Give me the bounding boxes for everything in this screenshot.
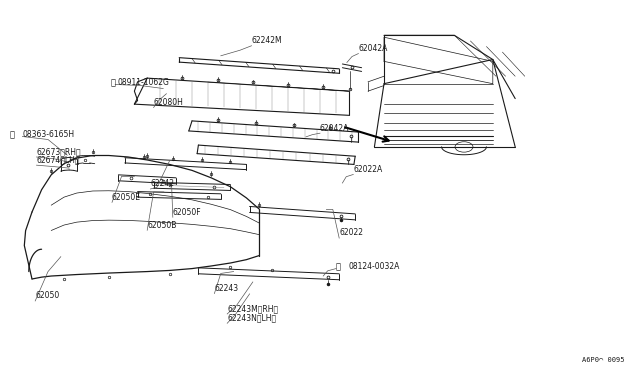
Text: 62022: 62022	[339, 228, 364, 237]
Text: 08911-1062G: 08911-1062G	[117, 78, 169, 87]
Text: 62243N〈LH〉: 62243N〈LH〉	[227, 314, 276, 323]
Text: 62242M: 62242M	[252, 36, 282, 45]
Text: Ⓝ: Ⓝ	[110, 78, 115, 87]
Text: 62674〈LH〉: 62674〈LH〉	[36, 155, 80, 164]
Text: 62243M〈RH〉: 62243M〈RH〉	[227, 304, 278, 313]
Text: Ⓢ: Ⓢ	[10, 130, 15, 139]
Text: 62042A: 62042A	[358, 44, 388, 53]
Text: 62050F: 62050F	[173, 208, 202, 217]
Text: 62042A: 62042A	[320, 124, 349, 133]
Text: 62242: 62242	[150, 179, 174, 188]
Text: 08363-6165H: 08363-6165H	[22, 130, 74, 139]
Text: 62050: 62050	[35, 291, 60, 300]
Text: 62050E: 62050E	[112, 193, 141, 202]
Text: 62080H: 62080H	[154, 98, 184, 107]
Text: 62243: 62243	[214, 284, 239, 293]
Text: 62050B: 62050B	[147, 221, 177, 230]
Text: 62022A: 62022A	[353, 165, 383, 174]
Text: 62673〈RH〉: 62673〈RH〉	[36, 147, 81, 156]
Text: A6P0◠ 0095: A6P0◠ 0095	[582, 357, 624, 363]
Text: 08124-0032A: 08124-0032A	[349, 262, 400, 271]
Text: Ⓑ: Ⓑ	[336, 262, 341, 271]
